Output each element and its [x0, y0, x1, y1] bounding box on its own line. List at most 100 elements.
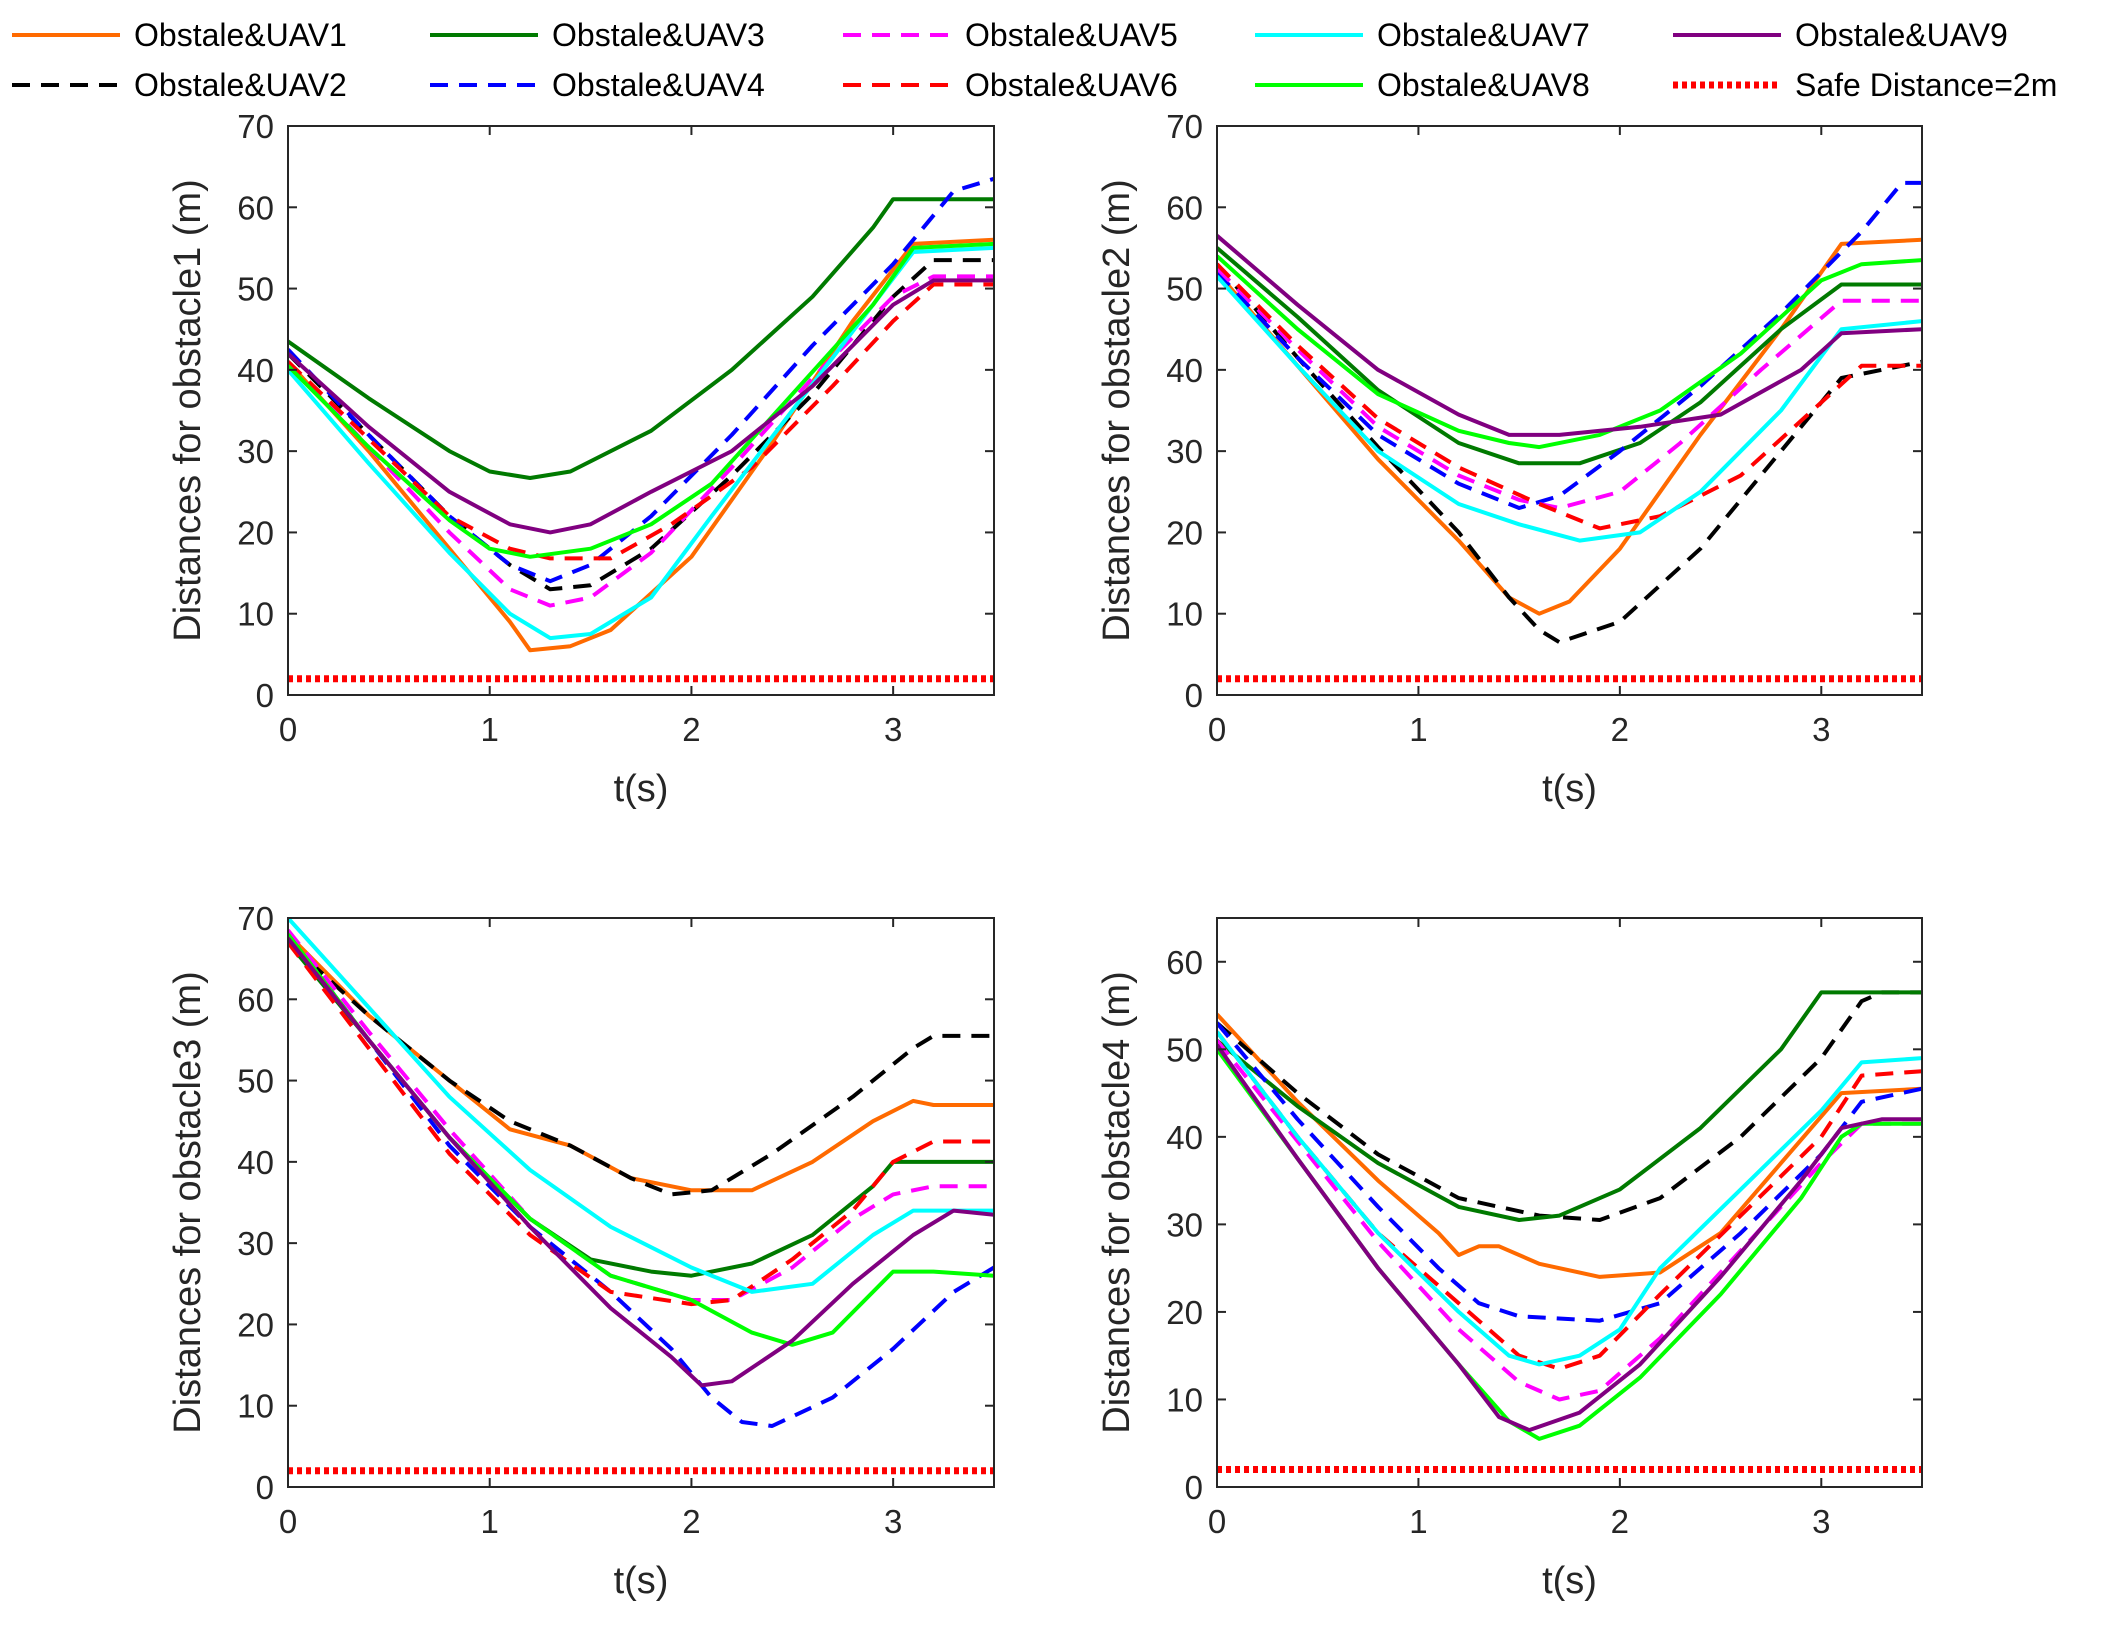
series-group — [288, 918, 994, 1475]
y-tick-label: 10 — [237, 1388, 274, 1425]
series-group — [1217, 180, 1922, 683]
series-line-uav5 — [288, 274, 994, 608]
y-tick-label: 50 — [1166, 271, 1203, 308]
series-line-uav8 — [1217, 254, 1922, 450]
y-tick-label: 60 — [237, 981, 274, 1018]
legend-label: Obstale&UAV1 — [134, 17, 347, 53]
y-tick-label: 0 — [256, 1469, 274, 1506]
legend-item-uav4: Obstale&UAV4 — [430, 67, 765, 103]
legend-label: Obstale&UAV2 — [134, 67, 347, 103]
series-line-uav3 — [1217, 246, 1922, 466]
series-line-uav1 — [1217, 237, 1922, 616]
y-tick-label: 0 — [1185, 677, 1203, 714]
legend: Obstale&UAV1 Obstale&UAV3 Obstale&UAV5 Obst… — [12, 17, 2057, 103]
series-line-uav9 — [288, 937, 994, 1388]
series-line-uav5 — [1217, 266, 1922, 510]
y-tick-label: 60 — [1166, 944, 1203, 981]
series-line-uav7 — [1217, 275, 1922, 543]
legend-item-uav5: Obstale&UAV5 — [843, 17, 1178, 53]
y-tick-label: 40 — [237, 1144, 274, 1181]
plot-area — [288, 126, 994, 695]
legend-item-uav3: Obstale&UAV3 — [430, 17, 765, 53]
x-tick-label: 3 — [1812, 1503, 1830, 1540]
x-tick-label: 2 — [1611, 1503, 1629, 1540]
series-line-uav6 — [1217, 262, 1922, 531]
legend-label: Obstale&UAV9 — [1795, 17, 2008, 53]
plot-area — [1217, 126, 1922, 695]
y-tick-label: 30 — [1166, 1206, 1203, 1243]
series-line-uav2 — [1217, 990, 1922, 1222]
legend-label: Obstale&UAV3 — [552, 17, 765, 53]
y-tick-label: 40 — [1166, 1119, 1203, 1156]
x-tick-label: 0 — [1208, 1503, 1226, 1540]
series-line-uav3 — [1217, 990, 1922, 1222]
series-line-uav1 — [1217, 1012, 1922, 1279]
y-tick-label: 10 — [1166, 596, 1203, 633]
x-tick-label: 0 — [1208, 711, 1226, 748]
y-tick-label: 30 — [1166, 433, 1203, 470]
x-tick-label: 0 — [279, 711, 297, 748]
series-group — [1217, 990, 1922, 1473]
series-line-uav5 — [288, 928, 994, 1302]
legend-item-uav1: Obstale&UAV1 — [12, 17, 347, 53]
series-line-uav2 — [1217, 262, 1922, 645]
series-line-uav7 — [1217, 1030, 1922, 1367]
x-tick-label: 1 — [1409, 1503, 1427, 1540]
series-line-uav9 — [1217, 234, 1922, 437]
y-tick-label: 20 — [237, 514, 274, 551]
x-tick-label: 3 — [1812, 711, 1830, 748]
x-axis-title: t(s) — [614, 1560, 669, 1602]
y-tick-label: 60 — [237, 189, 274, 226]
legend-item-uav9: Obstale&UAV9 — [1673, 17, 2008, 53]
x-tick-label: 2 — [682, 1503, 700, 1540]
x-tick-label: 0 — [279, 1503, 297, 1540]
series-line-uav5 — [1217, 1039, 1922, 1402]
legend-label: Obstale&UAV5 — [965, 17, 1178, 53]
series-line-uav7 — [288, 918, 994, 1294]
series-group — [288, 176, 994, 683]
series-line-uav1 — [288, 237, 994, 653]
axes-frame — [1216, 125, 1923, 696]
y-tick-label: 0 — [1185, 1469, 1203, 1506]
series-line-uav9 — [1217, 1043, 1922, 1433]
y-axis-title: Distances for obstacle2 (m) — [1096, 179, 1138, 642]
y-tick-label: 60 — [1166, 189, 1203, 226]
y-tick-label: 10 — [237, 596, 274, 633]
x-tick-label: 3 — [884, 711, 902, 748]
y-tick-label: 50 — [237, 271, 274, 308]
y-tick-label: 20 — [1166, 1294, 1203, 1331]
y-tick-label: 70 — [237, 900, 274, 937]
series-line-uav6 — [288, 941, 994, 1307]
series-line-uav4 — [288, 933, 994, 1428]
legend-label: Obstale&UAV6 — [965, 67, 1178, 103]
x-axis-title: t(s) — [1542, 768, 1597, 810]
y-tick-label: 70 — [1166, 108, 1203, 145]
series-line-uav3 — [288, 197, 994, 480]
series-line-uav9 — [288, 278, 994, 535]
axes-frame — [1216, 917, 1923, 1488]
x-tick-label: 1 — [481, 1503, 499, 1540]
legend-label: Obstale&UAV8 — [1377, 67, 1590, 103]
x-axis-title: t(s) — [1542, 1560, 1597, 1602]
series-line-uav6 — [288, 282, 994, 561]
x-tick-label: 1 — [481, 711, 499, 748]
y-tick-label: 30 — [237, 433, 274, 470]
x-axis-title: t(s) — [614, 768, 669, 810]
y-tick-label: 40 — [1166, 352, 1203, 389]
y-tick-label: 40 — [237, 352, 274, 389]
y-tick-label: 70 — [237, 108, 274, 145]
series-line-uav2 — [288, 940, 994, 1197]
axes-frame — [287, 917, 995, 1488]
legend-item-uav6: Obstale&UAV6 — [843, 67, 1178, 103]
legend-label: Obstale&UAV7 — [1377, 17, 1590, 53]
y-axis-title: Distances for obstacle1 (m) — [167, 179, 209, 642]
y-tick-label: 30 — [237, 1225, 274, 1262]
y-tick-label: 20 — [1166, 514, 1203, 551]
x-tick-label: 3 — [884, 1503, 902, 1540]
